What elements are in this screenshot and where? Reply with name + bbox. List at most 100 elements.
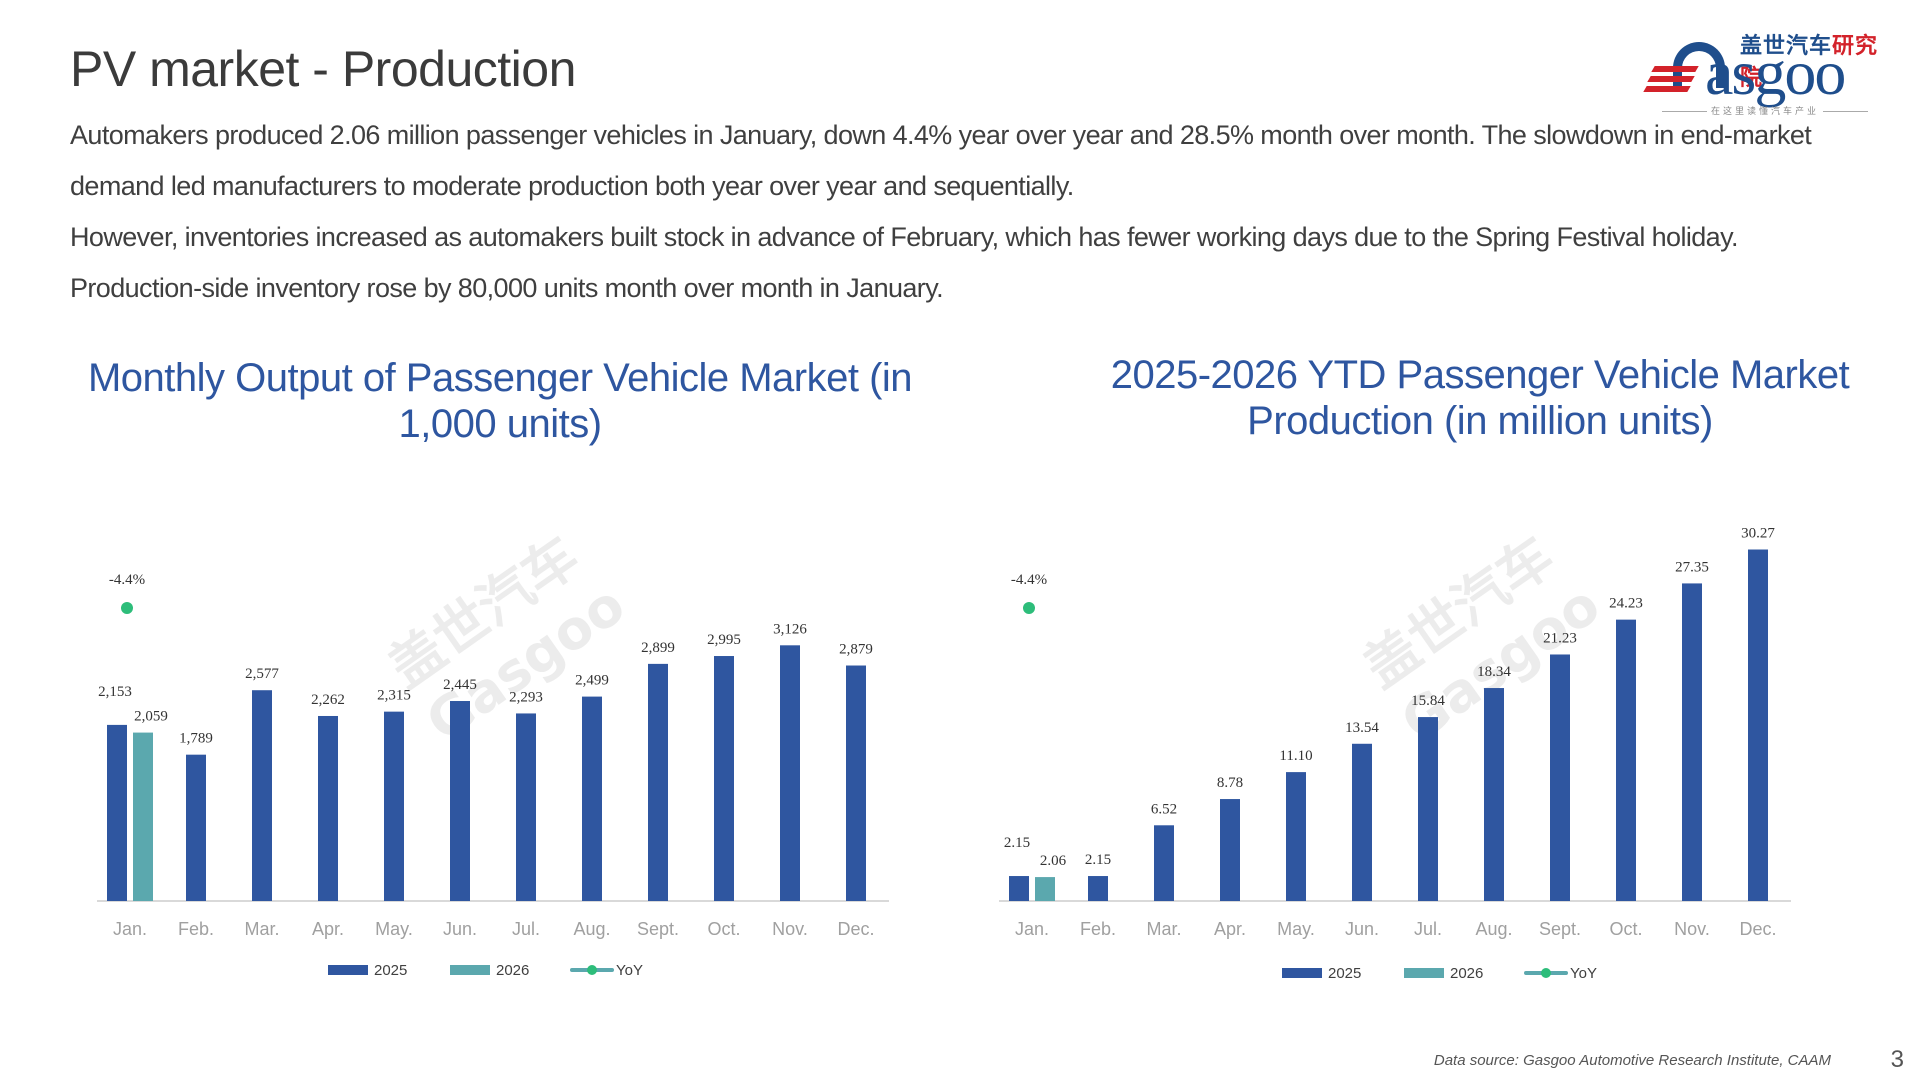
data-label-2025: 2,499: [575, 673, 609, 689]
x-tick-label: Jul.: [1414, 919, 1442, 939]
bar-2025-jul: [1418, 717, 1438, 901]
legend-swatch-2025: [1282, 968, 1322, 978]
legend-label-2026: 2026: [496, 962, 529, 979]
bar-2025-oct: [714, 656, 734, 901]
x-tick-label: Nov.: [1674, 919, 1710, 939]
x-tick-label: Apr.: [1214, 919, 1246, 939]
x-tick-label: Feb.: [1080, 919, 1116, 939]
yoy-label: -4.4%: [1011, 572, 1047, 588]
data-label-2025: 2,153: [98, 684, 132, 700]
bar-2025-apr: [1220, 799, 1240, 901]
legend-label-2026: 2026: [1450, 965, 1483, 982]
page-title: PV market - Production: [70, 41, 576, 97]
x-tick-label: May.: [1277, 919, 1315, 939]
bar-2025-feb: [186, 754, 206, 901]
x-tick-label: Aug.: [1475, 919, 1512, 939]
x-tick-label: Mar.: [1146, 919, 1181, 939]
x-tick-label: Sept.: [637, 919, 679, 939]
logo-chinese-name: 盖世汽车研究院: [1740, 33, 1879, 90]
data-label-2025: 2,262: [311, 692, 345, 708]
legend-swatch-2026: [450, 965, 490, 975]
data-label-2025: 11.10: [1279, 748, 1312, 764]
bar-2025-jun: [1352, 743, 1372, 901]
data-label-2025: 2,445: [443, 677, 477, 693]
x-tick-label: Apr.: [312, 919, 344, 939]
x-tick-label: Jan.: [113, 919, 147, 939]
x-tick-label: Nov.: [772, 919, 808, 939]
x-tick-label: Aug.: [573, 919, 610, 939]
yoy-label: -4.4%: [109, 572, 145, 588]
data-label-2025: 2.15: [1004, 835, 1030, 851]
x-tick-label: Jul.: [512, 919, 540, 939]
legend-swatch-2026: [1404, 968, 1444, 978]
bar-2025-sept: [648, 663, 668, 901]
bar-2025-nov: [780, 645, 800, 901]
x-tick-label: Dec.: [1739, 919, 1776, 939]
bar-2025-sept: [1550, 654, 1570, 901]
logo-g-arc-icon: [1673, 42, 1725, 88]
x-tick-label: Sept.: [1539, 919, 1581, 939]
data-label-2025: 2,899: [641, 640, 675, 656]
data-label-2025: 21.23: [1543, 630, 1577, 646]
data-label-2025: 30.27: [1741, 526, 1775, 542]
legend-marker-yoy: [587, 965, 597, 975]
x-tick-label: Mar.: [244, 919, 279, 939]
data-label-2025: 1,789: [179, 731, 213, 747]
bar-2025-mar: [252, 690, 272, 901]
bar-2026-jan: [1035, 877, 1055, 901]
data-label-2025: 8.78: [1217, 775, 1243, 791]
x-tick-label: Jun.: [443, 919, 477, 939]
data-label-2026: 2.06: [1040, 853, 1067, 869]
gasgoo-logo: 盖世汽车研究院 asgoo 在这里读懂汽车产业: [1643, 22, 1885, 117]
legend-label-2025: 2025: [374, 962, 407, 979]
data-label-2025: 27.35: [1675, 559, 1709, 575]
x-tick-label: Jan.: [1015, 919, 1049, 939]
legend-label-2025: 2025: [1328, 965, 1361, 982]
bar-2025-oct: [1616, 619, 1636, 901]
bar-2025-jun: [450, 701, 470, 901]
legend-label-yoy: YoY: [616, 962, 643, 979]
data-source-note: Data source: Gasgoo Automotive Research …: [1433, 1052, 1831, 1069]
bar-2025-aug: [582, 696, 602, 901]
x-tick-label: Oct.: [707, 919, 740, 939]
x-tick-label: Oct.: [1609, 919, 1642, 939]
bar-2025-dec: [846, 665, 866, 901]
chart-title-ytd: 2025-2026 YTD Passenger Vehicle Market P…: [1110, 353, 1850, 443]
legend-marker-yoy: [1541, 968, 1551, 978]
x-tick-label: Dec.: [837, 919, 874, 939]
summary-paragraph: Automakers produced 2.06 million passeng…: [70, 120, 1812, 201]
chart-title-monthly: Monthly Output of Passenger Vehicle Mark…: [87, 356, 913, 446]
bar-2025-dec: [1748, 549, 1768, 901]
bar-2025-jul: [516, 713, 536, 901]
summary-paragraph: However, inventories increased as automa…: [70, 222, 1738, 303]
data-label-2025: 18.34: [1477, 664, 1511, 680]
x-tick-label: Feb.: [178, 919, 214, 939]
data-label-2025: 3,126: [773, 621, 807, 637]
data-label-2025: 2,577: [245, 666, 279, 682]
legend-label-yoy: YoY: [1570, 965, 1597, 982]
bar-2025-may: [384, 711, 404, 901]
data-label-2025: 15.84: [1411, 693, 1445, 709]
bar-2025-aug: [1484, 688, 1504, 901]
bar-2025-jan: [1009, 876, 1029, 901]
summary-text: Automakers produced 2.06 million passeng…: [70, 110, 1870, 314]
data-label-2026: 2,059: [134, 709, 168, 725]
bar-2026-jan: [133, 732, 153, 901]
data-label-2025: 13.54: [1345, 720, 1379, 736]
data-label-2025: 2.15: [1085, 852, 1111, 868]
bar-2025-feb: [1088, 876, 1108, 901]
bar-2025-apr: [318, 715, 338, 901]
bar-2025-mar: [1154, 825, 1174, 901]
data-label-2025: 24.23: [1609, 596, 1643, 612]
yoy-marker: [1023, 602, 1035, 614]
x-tick-label: May.: [375, 919, 413, 939]
data-label-2025: 2,315: [377, 688, 411, 704]
bar-2025-jan: [107, 724, 127, 901]
bar-2025-may: [1286, 772, 1306, 901]
x-tick-label: Jun.: [1345, 919, 1379, 939]
bar-2025-nov: [1682, 583, 1702, 901]
logo-tagline: 在这里读懂汽车产业: [1655, 104, 1875, 117]
page-number: 3: [1890, 1046, 1904, 1073]
yoy-marker: [121, 602, 133, 614]
